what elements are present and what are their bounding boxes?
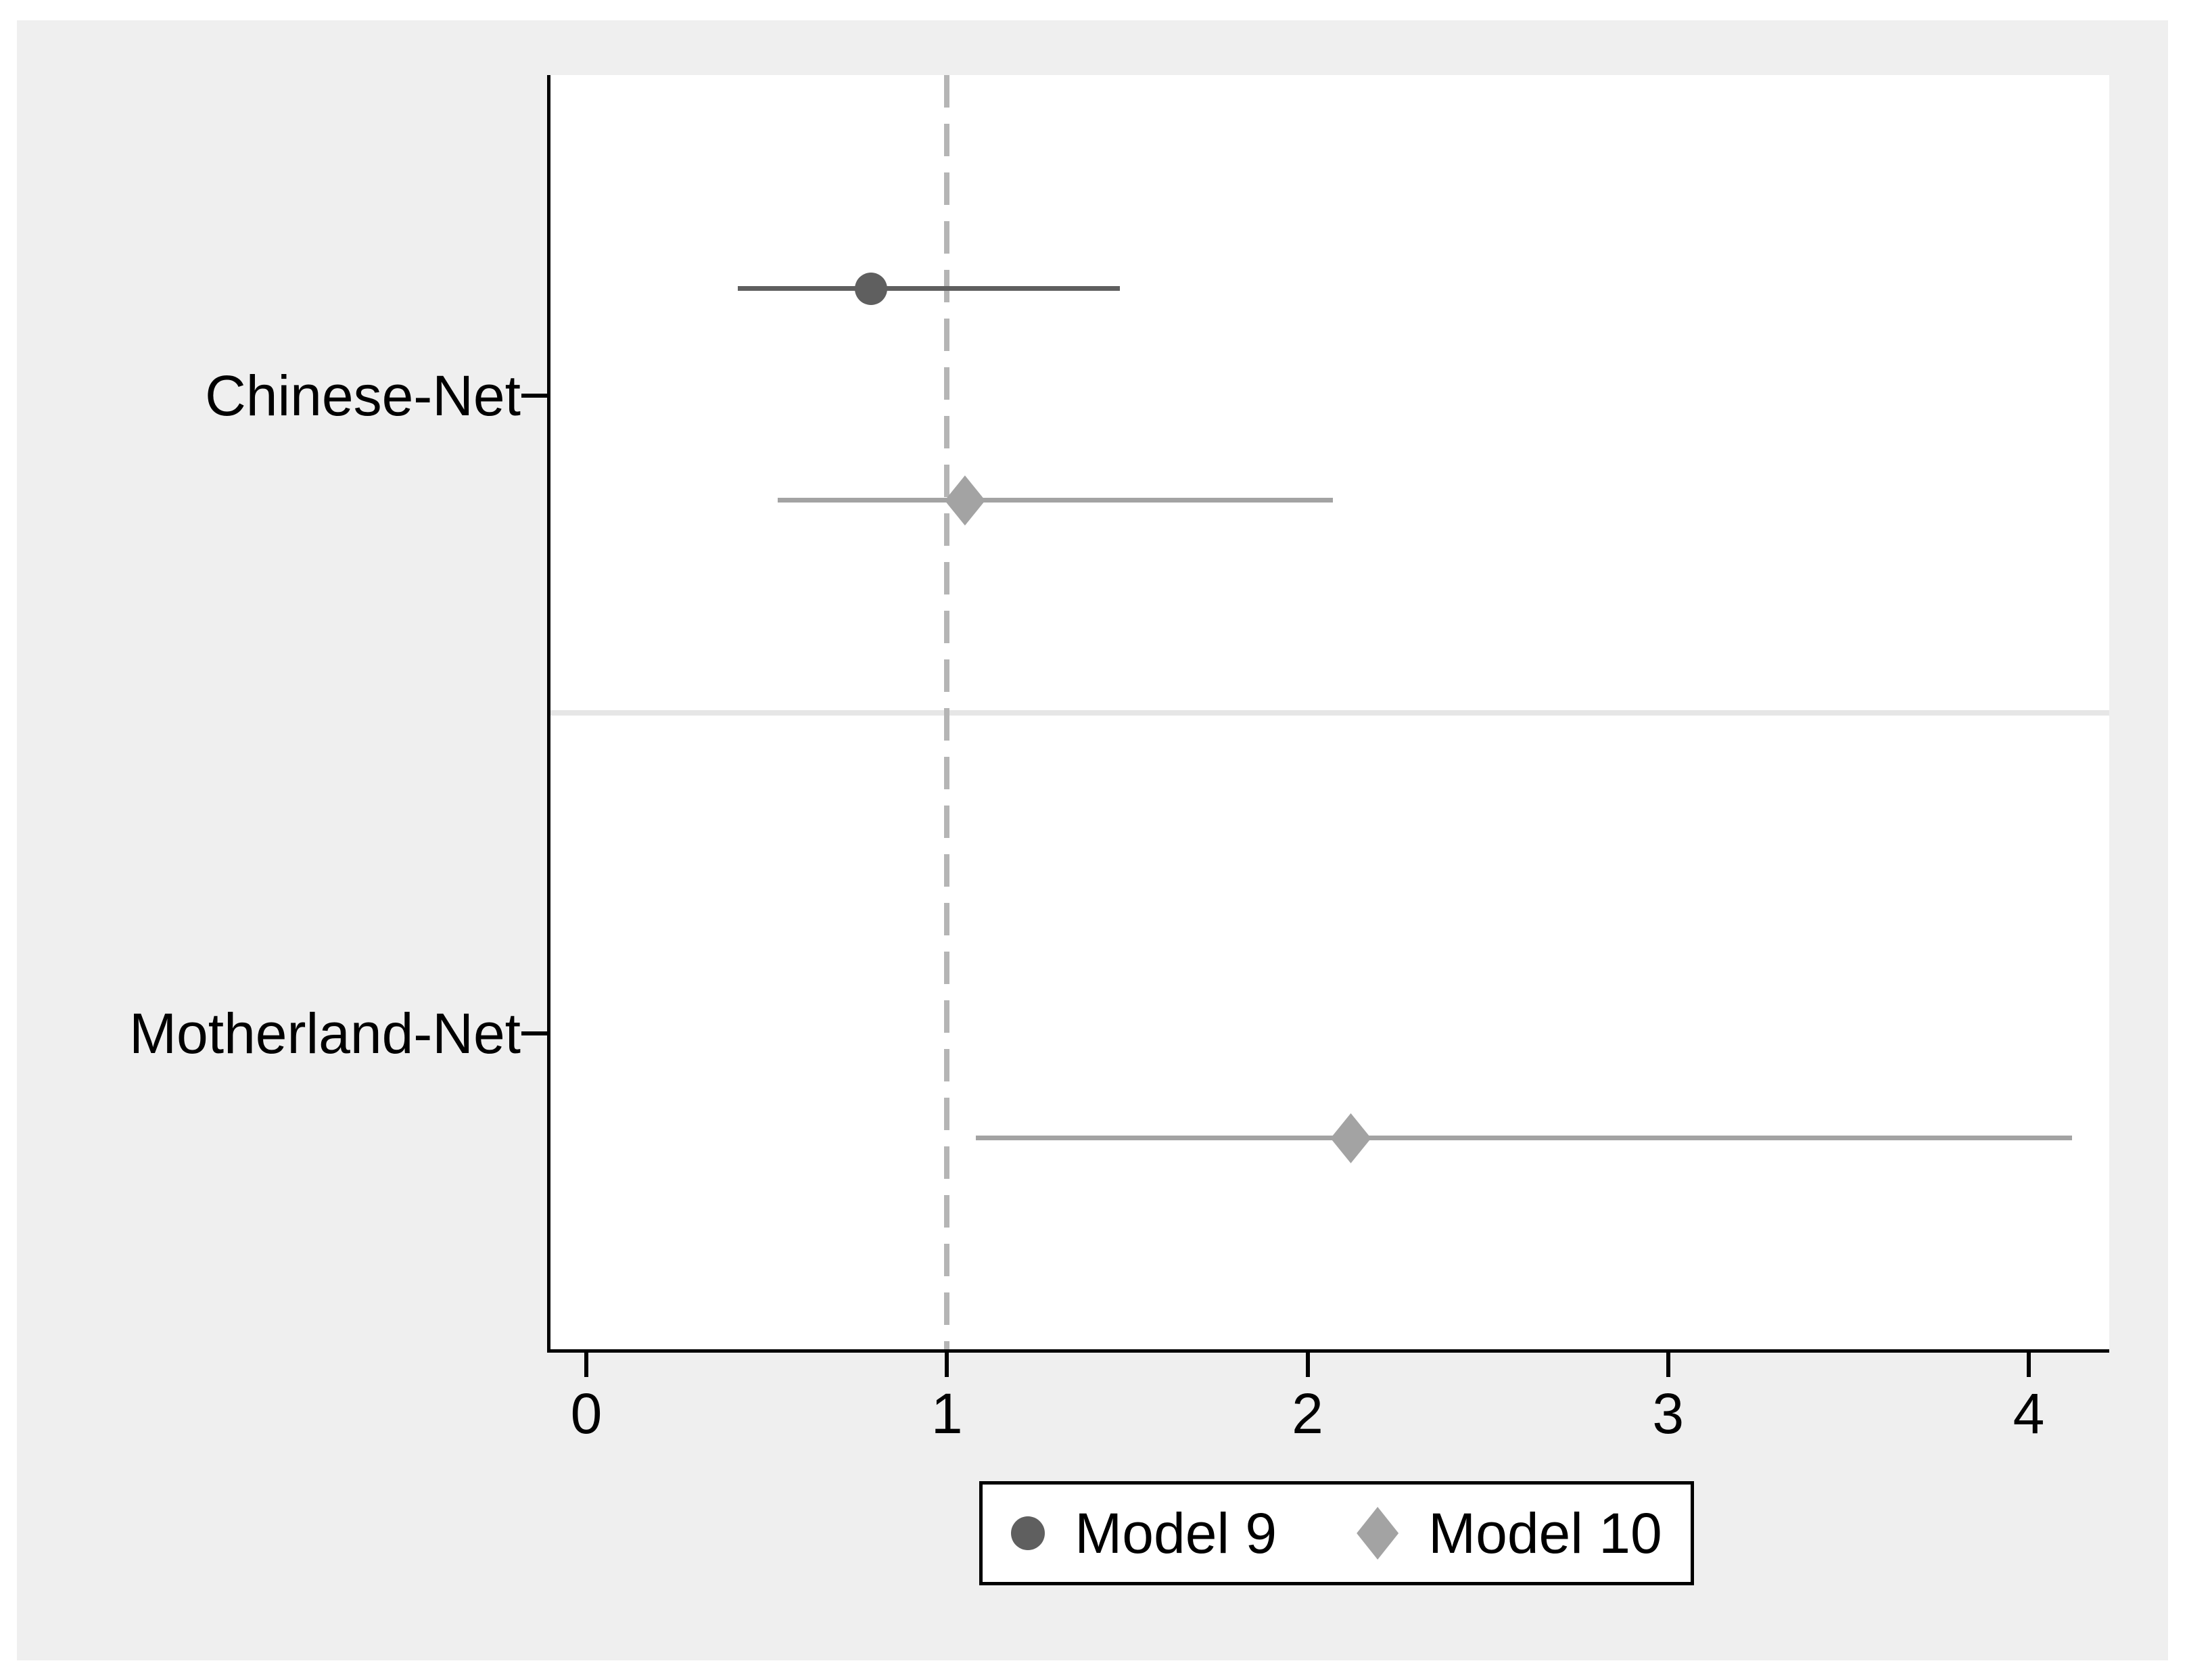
circle-marker: [855, 273, 888, 305]
legend-label: Model 9: [1075, 1501, 1277, 1565]
ci-line-chinese-net-model-9: [737, 286, 1121, 291]
circle-icon: [1011, 1516, 1045, 1550]
y-axis-line: [547, 75, 550, 1353]
x-tick-label: 3: [1652, 1382, 1685, 1445]
y-tick: [521, 394, 550, 398]
ci-line-chinese-net-model-10: [777, 498, 1333, 503]
y-tick: [521, 1031, 550, 1035]
x-tick: [1305, 1353, 1310, 1377]
x-tick: [1666, 1353, 1670, 1377]
category-label-chinese-net: Chinese-Net: [205, 364, 521, 427]
legend: Model 9 Model 10: [979, 1481, 1694, 1585]
legend-entry-model-9: Model 9: [1011, 1503, 1277, 1563]
legend-entry-model-10: Model 10: [1357, 1503, 1662, 1563]
category-separator-line: [550, 710, 2109, 716]
x-tick: [945, 1353, 949, 1377]
x-tick-label: 4: [2013, 1382, 2045, 1445]
reference-line-dashed: [944, 75, 950, 1351]
x-tick-label: 0: [570, 1382, 603, 1445]
ci-line-motherland-net-model-10: [975, 1136, 2072, 1140]
x-axis-line: [547, 1349, 2109, 1353]
x-tick: [584, 1353, 588, 1377]
x-tick: [2027, 1353, 2031, 1377]
category-label-motherland-net: Motherland-Net: [129, 1002, 521, 1065]
diamond-icon: [1357, 1507, 1399, 1560]
x-tick-label: 1: [931, 1382, 963, 1445]
x-tick-label: 2: [1292, 1382, 1323, 1445]
legend-label: Model 10: [1428, 1501, 1662, 1565]
